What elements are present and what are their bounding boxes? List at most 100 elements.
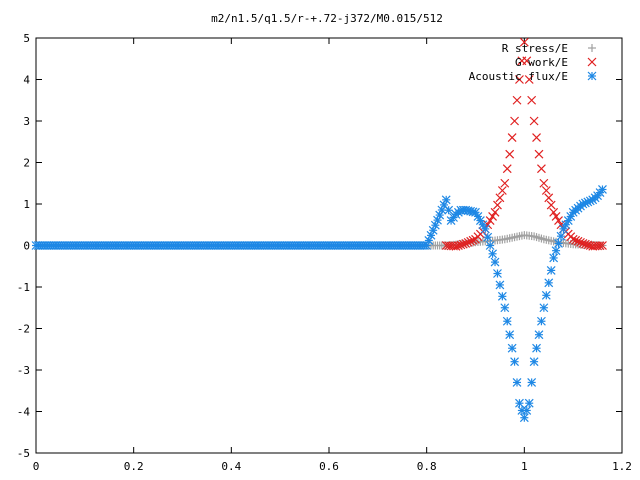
data-point bbox=[546, 265, 556, 275]
x-tick-label: 1.2 bbox=[612, 460, 632, 473]
data-point bbox=[595, 241, 605, 251]
data-point bbox=[458, 239, 468, 249]
data-point bbox=[539, 303, 549, 313]
data-point bbox=[493, 200, 502, 210]
data-point bbox=[519, 37, 529, 47]
legend-marker bbox=[587, 71, 597, 81]
data-point bbox=[534, 149, 544, 159]
data-point bbox=[505, 149, 515, 159]
data-point bbox=[524, 75, 534, 84]
data-point bbox=[500, 303, 510, 313]
data-point bbox=[539, 178, 549, 188]
data-point bbox=[490, 207, 500, 217]
data-point bbox=[549, 253, 559, 263]
data-point bbox=[461, 239, 471, 248]
data-point bbox=[512, 378, 522, 387]
data-point bbox=[510, 116, 519, 126]
x-tick-label: 0 bbox=[33, 460, 40, 473]
data-point bbox=[576, 237, 585, 247]
data-point bbox=[546, 200, 556, 210]
series-2 bbox=[31, 185, 607, 423]
data-point bbox=[485, 216, 495, 226]
data-point bbox=[524, 398, 534, 408]
data-point bbox=[451, 241, 461, 251]
y-tick-label: 2 bbox=[23, 157, 30, 170]
y-tick-label: -1 bbox=[17, 281, 30, 294]
data-point bbox=[556, 231, 566, 241]
data-point bbox=[488, 212, 498, 221]
data-point bbox=[519, 413, 529, 423]
y-tick-label: -2 bbox=[17, 323, 30, 336]
data-point bbox=[493, 269, 502, 278]
data-point bbox=[510, 357, 519, 367]
x-tick-label: 0.2 bbox=[124, 460, 144, 473]
data-point bbox=[505, 330, 515, 340]
data-point bbox=[522, 56, 532, 66]
data-point bbox=[580, 239, 590, 249]
y-tick-label: 3 bbox=[23, 115, 30, 128]
data-point bbox=[544, 193, 554, 203]
data-point bbox=[507, 343, 517, 353]
data-point bbox=[568, 234, 578, 244]
data-point bbox=[502, 316, 512, 326]
data-point bbox=[515, 398, 524, 408]
data-point bbox=[456, 240, 466, 250]
data-point bbox=[534, 330, 544, 340]
data-point bbox=[578, 239, 588, 248]
y-tick-label: -4 bbox=[17, 406, 31, 419]
data-point bbox=[512, 95, 522, 105]
data-point bbox=[551, 212, 561, 221]
y-tick-label: 1 bbox=[23, 198, 30, 211]
data-point bbox=[497, 291, 507, 301]
data-point bbox=[495, 193, 505, 203]
data-point bbox=[529, 116, 539, 126]
y-tick-label: 0 bbox=[23, 240, 30, 253]
data-point bbox=[554, 216, 563, 226]
data-point bbox=[507, 133, 517, 143]
data-point bbox=[532, 343, 541, 353]
data-point bbox=[500, 178, 510, 188]
data-point bbox=[490, 257, 500, 267]
data-point bbox=[466, 236, 476, 246]
legend-label: Acoustic flux/E bbox=[469, 70, 568, 83]
x-tick-label: 0.4 bbox=[221, 460, 241, 473]
data-point bbox=[522, 406, 532, 415]
legend-label: R stress/E bbox=[502, 42, 568, 55]
data-point bbox=[573, 236, 583, 246]
x-tick-label: 1 bbox=[521, 460, 528, 473]
data-point bbox=[488, 249, 498, 259]
data-point bbox=[453, 241, 463, 251]
data-point bbox=[537, 164, 546, 174]
data-point bbox=[463, 237, 473, 247]
data-point bbox=[529, 357, 539, 367]
y-tick-label: -5 bbox=[17, 447, 30, 460]
data-point bbox=[544, 278, 554, 288]
data-point bbox=[554, 239, 563, 248]
data-point bbox=[527, 378, 537, 387]
data-point bbox=[495, 280, 505, 290]
legend-marker bbox=[587, 57, 597, 67]
data-point bbox=[502, 164, 512, 174]
data-point bbox=[549, 207, 559, 217]
data-point bbox=[441, 195, 451, 205]
data-point bbox=[598, 241, 607, 250]
data-point bbox=[598, 185, 607, 194]
data-point bbox=[468, 235, 478, 245]
data-point bbox=[541, 290, 551, 300]
legend-label: G work/E bbox=[515, 56, 568, 69]
data-point bbox=[497, 186, 507, 195]
x-tick-label: 0.8 bbox=[417, 460, 437, 473]
data-point bbox=[515, 75, 524, 84]
data-point bbox=[541, 186, 551, 195]
chart-title: m2/n1.5/q1.5/r-+.72-j372/M0.015/512 bbox=[211, 12, 443, 25]
y-tick-label: 4 bbox=[23, 74, 30, 87]
data-point bbox=[532, 133, 541, 143]
legend-marker bbox=[588, 44, 596, 52]
y-tick-label: -3 bbox=[17, 364, 30, 377]
data-point bbox=[483, 232, 493, 242]
data-point bbox=[444, 205, 454, 215]
data-point bbox=[537, 316, 546, 326]
x-tick-label: 0.6 bbox=[319, 460, 339, 473]
